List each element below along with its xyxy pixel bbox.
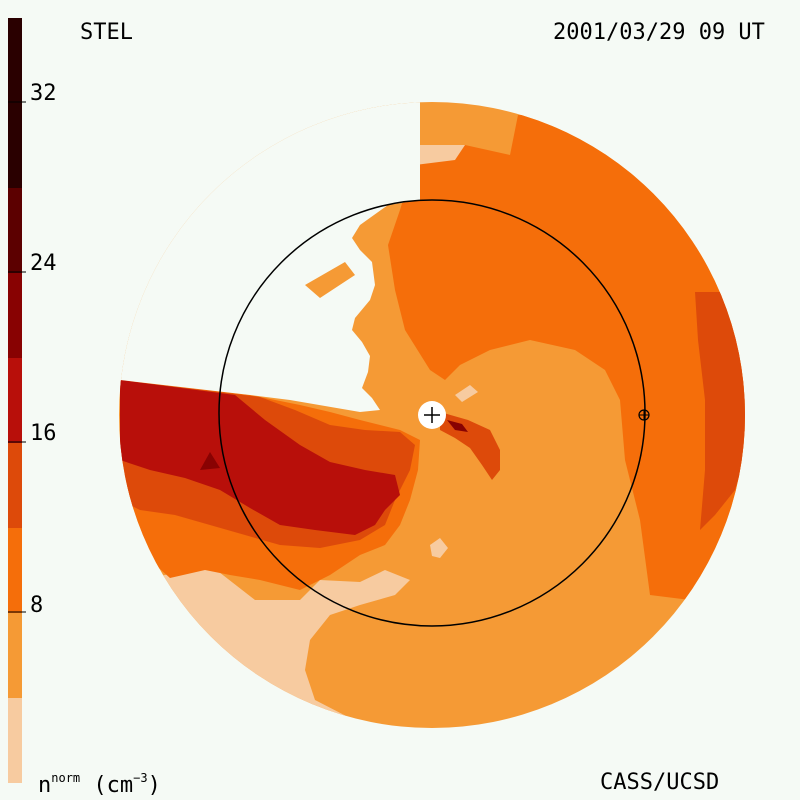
colorbar-band-1 <box>8 698 22 783</box>
colorbar-band-6 <box>8 273 22 358</box>
earth-marker <box>638 409 650 421</box>
credit-label: CASS/UCSD <box>600 770 720 795</box>
colorbar-tick-8: 8 <box>30 593 44 618</box>
colorbar-tick-24: 24 <box>30 251 57 276</box>
colorbar-band-3 <box>8 528 22 613</box>
density-region-plume-core <box>120 380 400 535</box>
colorbar <box>8 18 26 783</box>
density-field <box>119 102 745 728</box>
colorbar-band-7 <box>8 188 22 273</box>
density-region-peak <box>200 452 220 470</box>
colorbar-tick-32: 32 <box>30 81 57 106</box>
source-label: STEL <box>80 20 133 45</box>
timestamp-label: 2001/03/29 09 UT <box>553 20 765 45</box>
colorbar-band-5 <box>8 358 22 443</box>
colorbar-tick-16: 16 <box>30 421 57 446</box>
colorbar-band-4 <box>8 443 22 528</box>
colorbar-units-label: nnorm (cm−3) <box>38 771 161 798</box>
earth-orbit-circle <box>218 199 646 627</box>
colorbar-band-8 <box>8 18 22 188</box>
sun-marker <box>418 401 446 429</box>
colorbar-band-2 <box>8 613 22 698</box>
density-region-right-strip <box>695 292 745 530</box>
density-region-high-outer <box>388 115 745 610</box>
density-region-low-top <box>415 145 465 165</box>
